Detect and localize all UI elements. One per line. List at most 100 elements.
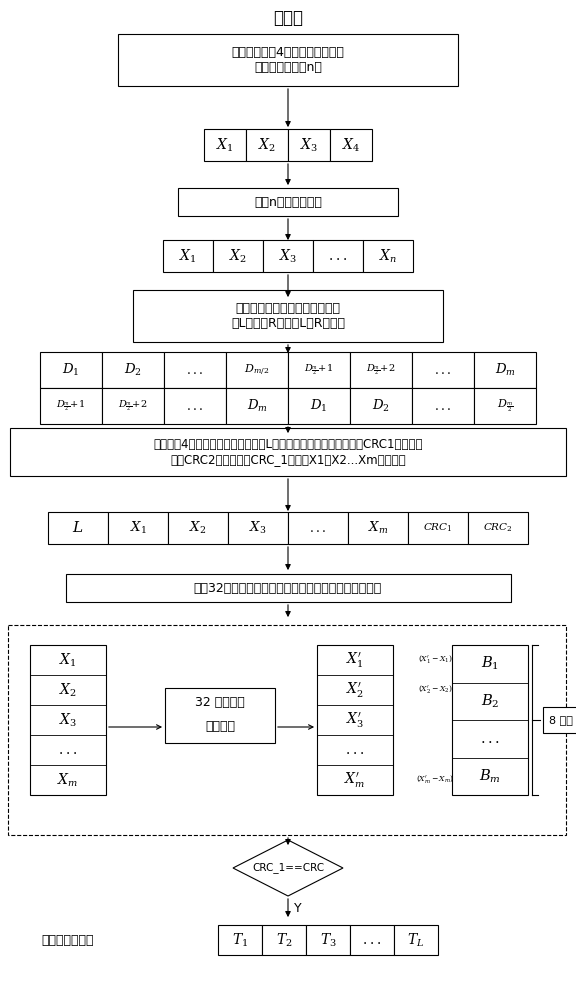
Text: $...$: $...$ (434, 363, 452, 376)
Text: $...$: $...$ (362, 933, 381, 947)
Text: $...$: $...$ (480, 731, 500, 746)
Text: $X_2'$: $X_2'$ (346, 680, 364, 700)
Text: $...$: $...$ (328, 249, 347, 263)
Text: $D_{\frac{m}{2}}\!+\!1$: $D_{\frac{m}{2}}\!+\!1$ (304, 363, 334, 377)
Text: $D_m$: $D_m$ (247, 398, 267, 414)
Text: $D_1$: $D_1$ (62, 362, 79, 378)
Text: $T_1$: $T_1$ (232, 931, 248, 949)
Text: $X_3$: $X_3$ (59, 711, 77, 729)
Text: $D_{\frac{m}{2}}\!+\!2$: $D_{\frac{m}{2}}\!+\!2$ (366, 363, 396, 377)
Text: $D_m$: $D_m$ (495, 362, 516, 378)
Text: CRC_1==CRC: CRC_1==CRC (252, 863, 324, 873)
Bar (218, 925, 262, 955)
Text: $...$: $...$ (346, 743, 365, 757)
Text: 获取32字节秘钥，并对数据块逐个按位与秘钥异或操作: 获取32字节秘钥，并对数据块逐个按位与秘钥异或操作 (194, 582, 382, 594)
Bar (288, 388, 350, 424)
Bar (40, 388, 102, 424)
Text: 将数据按照字节排序，并对半分
为L部分和R部分，L和R对调。: 将数据按照字节排序，并对半分 为L部分和R部分，L和R对调。 (231, 302, 345, 330)
Bar (408, 512, 468, 544)
Text: 接收端: 接收端 (273, 9, 303, 27)
Text: $(X_1^{\prime}-X_1)$: $(X_1^{\prime}-X_1)$ (418, 654, 452, 666)
Bar (48, 512, 108, 544)
Bar (263, 240, 313, 272)
Text: $X_1$: $X_1$ (59, 651, 77, 669)
Bar (474, 352, 536, 388)
Bar (262, 925, 306, 955)
Text: Y: Y (294, 902, 302, 914)
Bar (8, 625, 566, 835)
Text: $X_n$: $X_n$ (379, 247, 397, 265)
Text: $...$: $...$ (58, 743, 78, 757)
Text: 32 字节秘钥: 32 字节秘钥 (195, 696, 245, 710)
Text: $D_2$: $D_2$ (124, 362, 142, 378)
Bar (412, 388, 474, 424)
Text: $X_3$: $X_3$ (279, 247, 297, 265)
Bar (164, 352, 226, 388)
Text: $...$: $...$ (186, 399, 204, 412)
Text: 按位异或: 按位异或 (205, 720, 235, 734)
Text: $X_4$: $X_4$ (342, 136, 360, 154)
Bar (163, 240, 213, 272)
Text: $X_m'$: $X_m'$ (344, 770, 366, 790)
Bar (178, 188, 398, 216)
Bar (350, 352, 412, 388)
Text: 8 字节 CRC: 8 字节 CRC (549, 715, 576, 725)
Text: $B_1$: $B_1$ (481, 655, 499, 672)
Bar (30, 645, 106, 795)
Bar (118, 34, 458, 86)
Bar (226, 388, 288, 424)
Bar (412, 352, 474, 388)
Text: $X_m$: $X_m$ (368, 520, 388, 536)
Text: $X_m$: $X_m$ (58, 771, 79, 789)
Text: $X_3$: $X_3$ (300, 136, 318, 154)
Text: $(X_2^{\prime}-X_2)$: $(X_2^{\prime}-X_2)$ (418, 684, 452, 696)
Text: $D_1$: $D_1$ (310, 398, 328, 414)
Bar (168, 512, 228, 544)
Text: $D_{\frac{m}{2}}$: $D_{\frac{m}{2}}$ (497, 398, 513, 414)
Text: $D_{\frac{m}{2}}\!+\!2$: $D_{\frac{m}{2}}\!+\!2$ (118, 399, 148, 413)
Bar (317, 645, 393, 795)
Text: $X_1$: $X_1$ (179, 247, 197, 265)
Text: $CRC_2$: $CRC_2$ (483, 522, 513, 534)
Bar (226, 352, 288, 388)
Bar (133, 290, 443, 342)
Text: $X_1$: $X_1$ (130, 520, 146, 536)
Text: $L$: $L$ (72, 520, 84, 536)
Text: $X_2$: $X_2$ (59, 681, 77, 699)
Text: $T_L$: $T_L$ (407, 931, 425, 949)
Bar (452, 645, 528, 795)
Bar (350, 925, 394, 955)
Text: $X_1$: $X_1$ (216, 136, 234, 154)
Bar (204, 129, 246, 161)
Text: $T_2$: $T_2$ (276, 931, 292, 949)
Bar (165, 688, 275, 742)
Text: 提取n个字节数据。: 提取n个字节数据。 (254, 196, 322, 209)
Bar (102, 352, 164, 388)
Text: $B_m$: $B_m$ (479, 768, 501, 785)
Text: $X_2$: $X_2$ (229, 247, 247, 265)
Text: $X_2$: $X_2$ (258, 136, 276, 154)
Text: $X_3$: $X_3$ (249, 520, 267, 536)
Text: 从数据流读取4个字节，转化成数
据流数据包长度n。: 从数据流读取4个字节，转化成数 据流数据包长度n。 (232, 46, 344, 74)
Bar (306, 925, 350, 955)
Bar (288, 129, 330, 161)
Text: $CRC_1$: $CRC_1$ (423, 522, 453, 534)
Bar (66, 574, 510, 602)
Text: $...$: $...$ (309, 522, 327, 534)
Text: 取得数据字节流: 取得数据字节流 (41, 934, 94, 946)
Bar (288, 352, 350, 388)
Text: $X_1'$: $X_1'$ (346, 650, 364, 670)
Text: $D_{\frac{m}{2}}\!+\!1$: $D_{\frac{m}{2}}\!+\!1$ (56, 399, 86, 413)
Bar (543, 707, 576, 733)
Text: $B_2$: $B_2$ (481, 693, 499, 710)
Bar (213, 240, 263, 272)
Bar (474, 388, 536, 424)
Text: $X_2$: $X_2$ (190, 520, 207, 536)
Text: $(X_m^{\prime}-X_m)$: $(X_m^{\prime}-X_m)$ (416, 774, 454, 786)
Bar (288, 512, 348, 544)
Bar (394, 925, 438, 955)
Bar (363, 240, 413, 272)
Text: $X_3'$: $X_3'$ (346, 710, 364, 730)
Bar (102, 388, 164, 424)
Text: $T_3$: $T_3$ (320, 931, 336, 949)
